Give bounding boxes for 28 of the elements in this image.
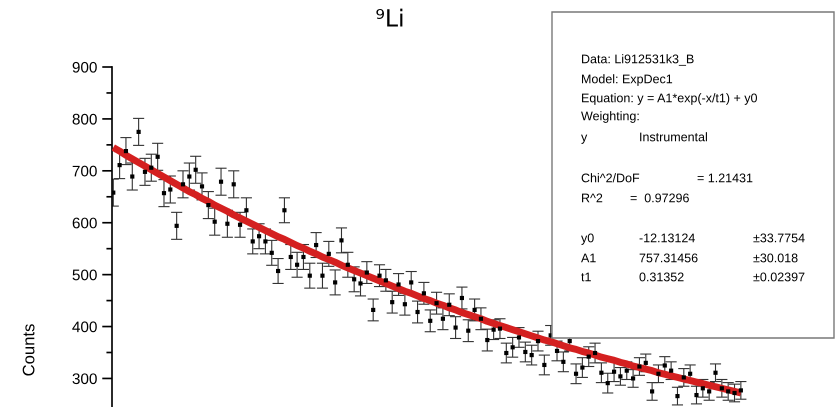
annotation: = 0.97296 xyxy=(630,194,689,202)
y-tick-label: 900 xyxy=(72,62,97,73)
y-tick-label: 500 xyxy=(72,270,97,280)
annotation: Model: ExpDec1 xyxy=(582,74,672,86)
y-tick-label: 700 xyxy=(72,166,97,177)
annotation: Chi^2/DoF xyxy=(582,173,640,182)
annotation: Equation: y = A1*exp(-x/t1) + y0 xyxy=(582,93,757,105)
text: Data: Li912531k3_B xyxy=(582,54,694,66)
y-tick-label: 800 xyxy=(72,114,97,125)
y-tick-label: 600 xyxy=(72,218,97,228)
annotation: = 1.21431 xyxy=(698,174,752,182)
chart-title: ⁹Li xyxy=(376,8,402,27)
annotation: R^2 xyxy=(582,194,602,202)
annotation: A1 xyxy=(581,254,596,262)
annotation: y xyxy=(581,134,588,144)
text: ±30.018 xyxy=(753,254,798,262)
annotation: 0.31352 xyxy=(639,272,684,282)
text: ±33.7754 xyxy=(753,234,805,242)
y-tick-label: 300 xyxy=(72,373,97,384)
annotation: t1 xyxy=(581,272,591,282)
y-axis-title: Counts xyxy=(22,324,34,376)
annotation: Weighting: xyxy=(581,111,639,123)
annotation: Instrumental xyxy=(640,132,707,142)
text: ±0.02397 xyxy=(753,272,804,282)
annotation: y0 xyxy=(581,234,594,245)
annotation: -12.13124 xyxy=(640,234,695,242)
annotation: 757.31456 xyxy=(640,254,698,262)
y-tick-label: 400 xyxy=(72,321,97,332)
